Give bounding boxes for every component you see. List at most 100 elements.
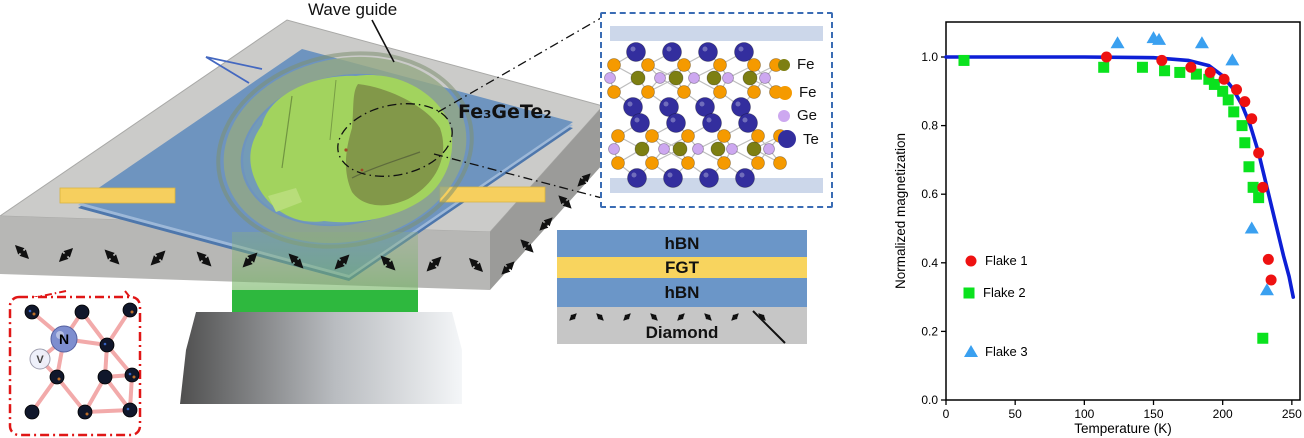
hbn-bottom-bar [610,178,823,193]
carbon-bond [55,375,87,414]
atom-fe_olive [710,141,726,157]
atom-fe [717,156,731,170]
data-point-circle [1239,96,1251,108]
carbon-atom [97,369,113,385]
nv-arrows-in-diamond [557,310,786,344]
atom-fe [641,58,655,72]
atom-te [659,97,679,117]
data-point-circle [1246,113,1258,125]
carbon-atom [99,337,115,353]
stack-layer-diamond: Diamond [557,307,807,344]
atom-ge [722,72,734,84]
nitrogen-label: N [59,331,69,347]
carbon-atom [124,367,140,383]
atom-ge [604,72,616,84]
carbon-atom [122,402,138,418]
data-point-circle [1231,84,1243,96]
atom-fe_olive [672,141,688,157]
atom-ge [692,143,704,155]
carbon-atom [74,304,90,320]
hbn-top-bar [610,26,823,41]
atom-fe [747,58,761,72]
data-point-square [1098,61,1110,73]
data-point-circle [1156,54,1168,66]
device-schematic: Wave guide Fe₃GeTe₂ N V [0,0,604,437]
atom-ge [759,72,771,84]
legend-atom-label: Ge [797,107,818,124]
carbon-atom [24,304,40,320]
data-point-square [1208,78,1220,90]
layer-stack-diagram: hBN FGT hBN Diamond [557,230,807,344]
data-point-triangle [1194,36,1209,49]
atom-te [666,113,686,133]
legend-atom-label: Fe [797,56,815,73]
atom-te [623,97,643,117]
stack-layer-hbn-bottom: hBN [557,278,807,307]
y-tick-label: 0.6 [921,187,938,201]
data-point-circle [1257,181,1269,193]
carbon-atom [24,404,40,420]
atom-fe [773,156,787,170]
x-tick-label: 200 [1213,407,1233,421]
y-tick-label: 0.0 [921,393,938,407]
legend-label: Flake 3 [985,344,1028,359]
legend-label: Flake 1 [985,253,1028,268]
atom-te [734,42,754,62]
stack-layer-fgt: FGT [557,257,807,278]
vacancy-label: V [36,354,44,366]
atom-fe_olive [746,141,762,157]
atom-fe_olive [634,141,650,157]
stack-layer-label: FGT [665,257,699,277]
legend-atom-dot [778,85,792,100]
atom-fe [677,85,691,99]
waveguide-label: Wave guide [308,0,397,19]
x-tick-label: 100 [1074,407,1094,421]
nitrogen-atom [50,325,78,353]
atom-fe_olive [668,70,684,86]
data-point-circle [1204,66,1216,78]
magnetization-chart: 0 50 100 150 200 250 0.0 0.2 0.4 0.6 0.8 1.0 Tempera… [893,21,1302,436]
data-point-circle [1262,253,1274,265]
atom-te [663,168,683,188]
atom-fe [641,85,655,99]
atom-te [738,113,758,133]
data-point-square [1228,106,1240,118]
y-tick-label: 0.8 [921,119,938,133]
atom-ge [658,143,670,155]
atom-ge [726,143,738,155]
laser-beam [232,290,418,312]
data-point-triangle [1225,53,1240,66]
atom-fe [747,85,761,99]
atom-te [731,97,751,117]
crystal-structure-callout: Fe Fe Ge Te [600,12,833,208]
carbon-atom [122,302,138,318]
legend-atom-label: Te [803,130,819,148]
material-label: Fe₃GeTe₂ [458,101,552,123]
atom-fe [751,156,765,170]
data-point-circle [1218,73,1230,85]
waveguide-ring [223,56,467,244]
atom-fe_olive [706,70,722,86]
atom-fe [611,129,625,143]
atom-fe [713,85,727,99]
atom-te [630,113,650,133]
y-tick-label: 0.4 [921,256,938,270]
crystal-legend-item: Fe [778,84,817,101]
data-point-triangle [1244,221,1259,234]
mw-stripline-left [59,187,176,204]
crystal-lattice [604,42,787,188]
legend-atom-dot [778,130,796,148]
data-point-square [1222,94,1234,106]
x-tick-label: 250 [1282,407,1302,421]
atom-fe [607,85,621,99]
atom-fe [611,156,625,170]
atom-ge [763,143,775,155]
vacancy-site [29,348,51,370]
data-point-triangle [1259,283,1274,296]
data-point-circle [1265,274,1277,286]
diamond-slab-right-face [490,106,603,290]
laser-glow [232,232,418,290]
data-point-square [1236,120,1248,132]
data-point-circle [1100,51,1112,63]
x-axis-label: Temperature (K) [1074,421,1172,436]
